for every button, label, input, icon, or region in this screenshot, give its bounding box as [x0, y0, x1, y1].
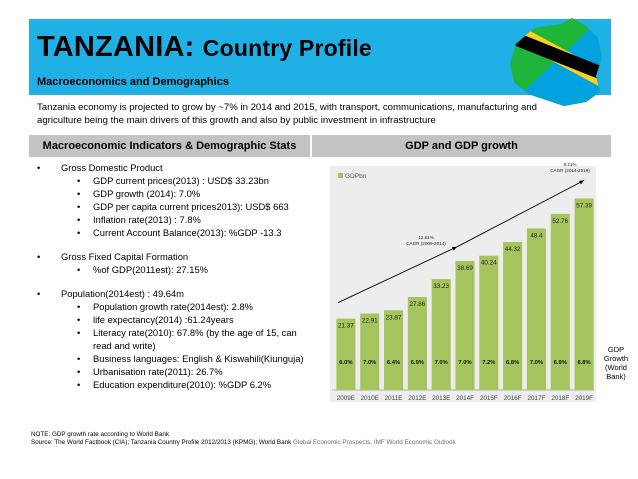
cagr-note-2-label: CAGR (2014-2019) [550, 168, 590, 173]
cagr-arrow-1 [337, 246, 458, 304]
legend-label: GDPbn [345, 173, 367, 180]
gdp-bar [384, 310, 404, 390]
stat-item: GDP per capita current prices2013): USD$… [33, 200, 318, 213]
gdp-bar [526, 228, 546, 390]
footer-notes: NOTE: GDP growth rate according to World… [31, 431, 456, 447]
bar-value-label: 57.39 [576, 202, 592, 209]
legend-swatch [338, 173, 343, 178]
stats-list: Gross Domestic Product GDP current price… [33, 161, 318, 391]
cagr-arrow-2 [456, 180, 585, 248]
growth-label: 6.8% [506, 360, 519, 366]
gdp-bar [360, 313, 380, 390]
gdp-bar [336, 318, 356, 390]
stat-item: Literacy rate(2010): 67.8% (by the age o… [33, 326, 318, 352]
cagr-arrow-1-head [452, 246, 457, 251]
gdp-bar [550, 213, 570, 390]
gdp-bar [431, 279, 451, 390]
bar-value-label: 33.23 [433, 283, 449, 290]
gdp-chart: GDPbn 21.37 6.0% 2009E 22.91 7.0% 2010E 23.87 6.… [318, 158, 608, 408]
bar-value-label: 27.86 [409, 301, 425, 308]
x-tick-label: 2016F [504, 395, 522, 402]
x-tick-label: 2019F [575, 395, 593, 402]
x-tick-label: 2015F [480, 395, 498, 402]
stat-item: Inflation rate(2013) : 7.8% [33, 213, 318, 226]
growth-label: 6.0% [339, 360, 352, 366]
cagr-note-1-label: CAGR (2009-2014) [406, 241, 446, 246]
x-tick-label: 2012E [408, 395, 426, 402]
bar-value-label: 38.69 [457, 265, 473, 272]
x-tick-label: 2011E [385, 395, 403, 402]
growth-label: 6.4% [387, 360, 400, 366]
gdp-bar [479, 255, 499, 390]
growth-label: 7.0% [435, 360, 448, 366]
x-tick-label: 2018F [551, 395, 569, 402]
bar-value-label: 44.32 [505, 246, 521, 253]
chart-panel-heading: GDP and GDP growth [312, 135, 611, 157]
stat-item: Education expenditure(2010): %GDP 6.2% [33, 378, 318, 391]
growth-label: 6.8% [577, 360, 590, 366]
cagr-note-1-value: 12.61% [418, 235, 434, 240]
page-subtitle: Macroeconomics and Demographics [37, 76, 229, 88]
stat-item: GDP current prices(2013) : USD$ 33.23bn [33, 174, 318, 187]
bar-value-label: 40.24 [481, 260, 497, 267]
gdp-bar [503, 242, 523, 390]
cagr-note-2-value: 8.21% [563, 162, 576, 167]
growth-label: 6.9% [411, 360, 424, 366]
population-heading: Population(2014est) : 49.64m [33, 287, 318, 300]
stat-item: %of GDP(2011est): 27.15% [33, 263, 318, 276]
x-tick-label: 2014F [456, 395, 474, 402]
growth-series-label: GDP Growth (World Bank) [603, 345, 629, 381]
stat-item: GDP growth (2014): 7.0% [33, 187, 318, 200]
bar-value-label: 52.76 [552, 218, 568, 225]
gdp-bar [407, 296, 427, 390]
footer-note: NOTE: GDP growth rate according to World… [31, 431, 170, 438]
bar-value-label: 48.4 [530, 232, 543, 239]
x-tick-label: 2017F [528, 395, 546, 402]
gdp-chart-svg: GDPbn 21.37 6.0% 2009E 22.91 7.0% 2010E 23.87 6.… [318, 158, 608, 408]
bar-value-label: 23.87 [386, 314, 402, 321]
stat-item: Urbanisation rate(2011): 26.7% [33, 365, 318, 378]
title-rest: Country Profile [202, 35, 372, 61]
cagr-arrow-2-head [579, 180, 585, 185]
bar-value-label: 22.91 [362, 318, 378, 325]
x-tick-label: 2013E [432, 395, 450, 402]
x-tick-label: 2009E [337, 395, 355, 402]
x-tick-label: 2010E [361, 395, 379, 402]
gdp-bar [455, 260, 475, 390]
stat-item: life expectancy(2014) :61.24years [33, 313, 318, 326]
stat-item: Current Account Balance(2013): %GDP -13.… [33, 226, 318, 239]
growth-label: 7.0% [530, 360, 543, 366]
title-country: TANZANIA: [37, 31, 195, 63]
gfcf-heading: Gross Fixed Capital Formation [33, 250, 318, 263]
footer-source-main: Source: The World Factbook (CIA); Tanzan… [31, 439, 292, 446]
growth-label: 7.0% [363, 360, 376, 366]
gdp-bar [574, 198, 594, 390]
gdp-heading: Gross Domestic Product [33, 161, 318, 174]
growth-label: 7.0% [458, 360, 471, 366]
growth-label: 6.9% [554, 360, 567, 366]
stat-item: Business languages: English & Kiswahili(… [33, 352, 318, 365]
tanzania-flag-map-icon [510, 18, 602, 106]
footer-source-extra: Global Economic Prospects, IMF World Eco… [293, 439, 456, 446]
bar-value-label: 21.37 [338, 323, 354, 330]
stat-item: Population growth rate(2014est): 2.8% [33, 300, 318, 313]
intro-paragraph: Tanzania economy is projected to grow by… [37, 102, 537, 126]
growth-label: 7.2% [482, 360, 495, 366]
stats-panel-heading: Macroeconomic Indicators & Demographic S… [29, 135, 310, 157]
footer-source: Source: The World Factbook (CIA); Tanzan… [31, 439, 456, 447]
page-title: TANZANIA: Country Profile [37, 31, 372, 64]
